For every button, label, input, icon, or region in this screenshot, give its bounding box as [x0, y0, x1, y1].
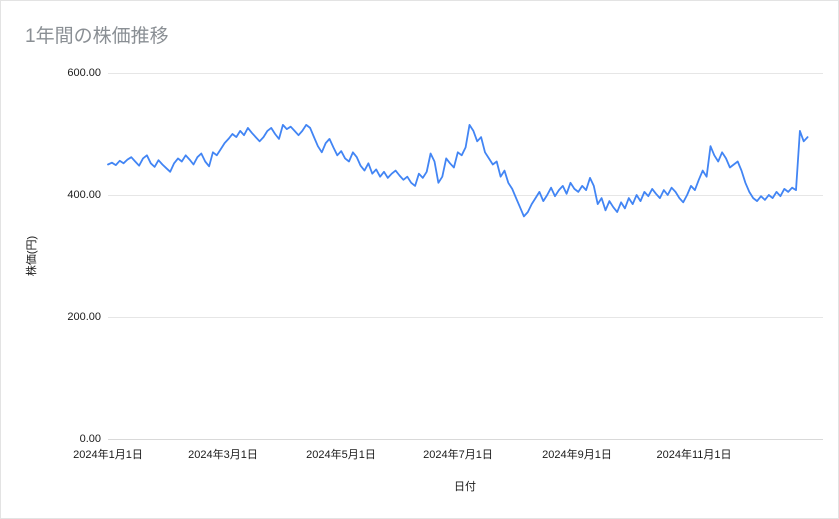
y-tick-label: 0.00	[79, 433, 101, 445]
chart-title: 1年間の株価推移	[25, 26, 169, 47]
y-tick-label: 600.00	[67, 67, 101, 79]
gridline-600	[108, 73, 823, 74]
x-tick-label: 2024年1月1日	[73, 449, 143, 461]
gridline-400	[108, 195, 823, 196]
x-tick-label: 2024年9月1日	[542, 449, 612, 461]
x-tick-label: 2024年5月1日	[306, 449, 376, 461]
x-tick-label: 2024年3月1日	[188, 449, 258, 461]
x-axis-title: 日付	[454, 481, 476, 493]
y-tick-label: 400.00	[67, 189, 101, 201]
x-axis-baseline	[108, 439, 823, 440]
x-tick-label: 2024年11月1日	[656, 449, 732, 461]
price-line-series	[107, 124, 809, 218]
x-tick-label: 2024年7月1日	[423, 449, 493, 461]
y-tick-label: 200.00	[67, 311, 101, 323]
gridline-200	[108, 317, 823, 318]
